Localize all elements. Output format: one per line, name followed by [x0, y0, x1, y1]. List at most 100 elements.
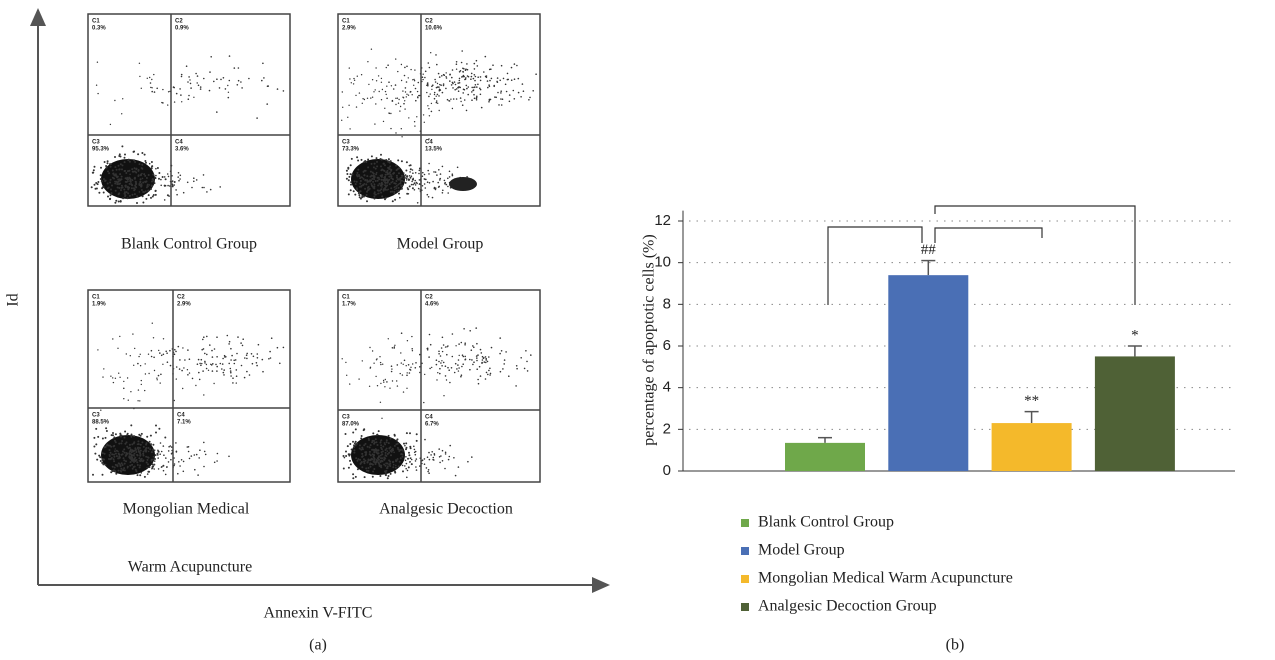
dot	[505, 84, 507, 86]
y-tick-label: 8	[663, 295, 671, 312]
dot	[508, 375, 510, 377]
dot	[477, 84, 479, 86]
dot	[477, 354, 479, 356]
dot	[103, 459, 105, 461]
dot	[424, 458, 426, 460]
dot	[387, 180, 389, 182]
dot	[364, 188, 366, 190]
dot	[174, 349, 176, 351]
dot	[266, 103, 268, 105]
dot	[148, 471, 150, 473]
dot	[151, 181, 153, 183]
dot	[456, 61, 458, 63]
dot	[157, 167, 159, 169]
dot	[363, 458, 365, 460]
dot	[428, 196, 430, 198]
dot	[386, 448, 388, 450]
dot	[406, 432, 408, 434]
dot	[197, 82, 198, 83]
dot	[443, 395, 444, 396]
dot	[383, 382, 384, 383]
dot	[130, 391, 131, 392]
dot	[406, 81, 408, 83]
dot	[154, 182, 156, 184]
dot	[115, 200, 117, 202]
dot	[391, 85, 392, 86]
quadrant-name: C4	[177, 413, 185, 419]
dot	[202, 339, 204, 341]
dot	[476, 96, 478, 98]
dot	[184, 359, 186, 361]
dot	[128, 400, 129, 401]
caption: (b)	[946, 637, 965, 654]
dot	[162, 89, 163, 90]
dot	[408, 95, 409, 96]
dot	[92, 172, 94, 174]
dot	[348, 193, 350, 195]
dot	[193, 177, 195, 179]
dot	[471, 99, 473, 101]
dot	[395, 165, 397, 167]
dot	[366, 175, 368, 177]
dot	[373, 468, 375, 470]
dot	[114, 156, 116, 158]
dot	[433, 459, 435, 461]
dot	[355, 441, 357, 443]
dot	[198, 359, 200, 361]
dot	[157, 450, 159, 452]
dot	[114, 450, 116, 452]
dot	[383, 121, 384, 122]
quadrant-percent: 73.3%	[342, 147, 360, 153]
dot	[269, 351, 271, 353]
dot	[383, 458, 385, 460]
dot	[206, 191, 208, 193]
dot	[189, 358, 191, 360]
dot	[270, 357, 272, 359]
dot	[141, 380, 142, 381]
dot	[413, 79, 414, 80]
dot	[471, 359, 473, 361]
dot	[482, 359, 484, 361]
dot	[418, 95, 419, 96]
dot	[415, 184, 417, 186]
dot	[463, 328, 465, 330]
dot	[442, 192, 444, 194]
dot	[398, 190, 400, 192]
dot	[377, 193, 379, 195]
dot	[460, 70, 462, 72]
legend-swatch	[741, 547, 749, 555]
dot	[122, 197, 124, 199]
dot	[115, 453, 117, 455]
dot	[224, 356, 226, 358]
dot	[448, 459, 450, 461]
dot	[153, 468, 155, 470]
dot	[496, 81, 498, 83]
dot	[158, 172, 160, 174]
dot	[176, 366, 178, 368]
dot	[163, 470, 165, 472]
dot	[346, 375, 347, 376]
dot	[428, 62, 430, 64]
dot	[378, 430, 380, 432]
dot	[343, 455, 345, 457]
dot	[237, 84, 239, 86]
dot	[476, 368, 478, 370]
dot	[203, 187, 205, 189]
dot	[376, 80, 377, 81]
dot	[454, 89, 456, 91]
dot	[151, 87, 152, 88]
dot	[406, 447, 408, 449]
dot	[197, 474, 199, 476]
dot	[133, 159, 135, 161]
dot	[452, 173, 454, 175]
dot	[365, 454, 367, 456]
dot	[404, 465, 406, 467]
dot	[257, 357, 259, 359]
dot	[150, 87, 151, 88]
dot	[133, 442, 135, 444]
dot	[178, 461, 180, 463]
dot	[211, 350, 213, 352]
figure: Id Annexin V-FITC (a) Warm Acupuncture p…	[0, 0, 1275, 660]
dot	[192, 378, 194, 380]
dot	[227, 335, 229, 337]
